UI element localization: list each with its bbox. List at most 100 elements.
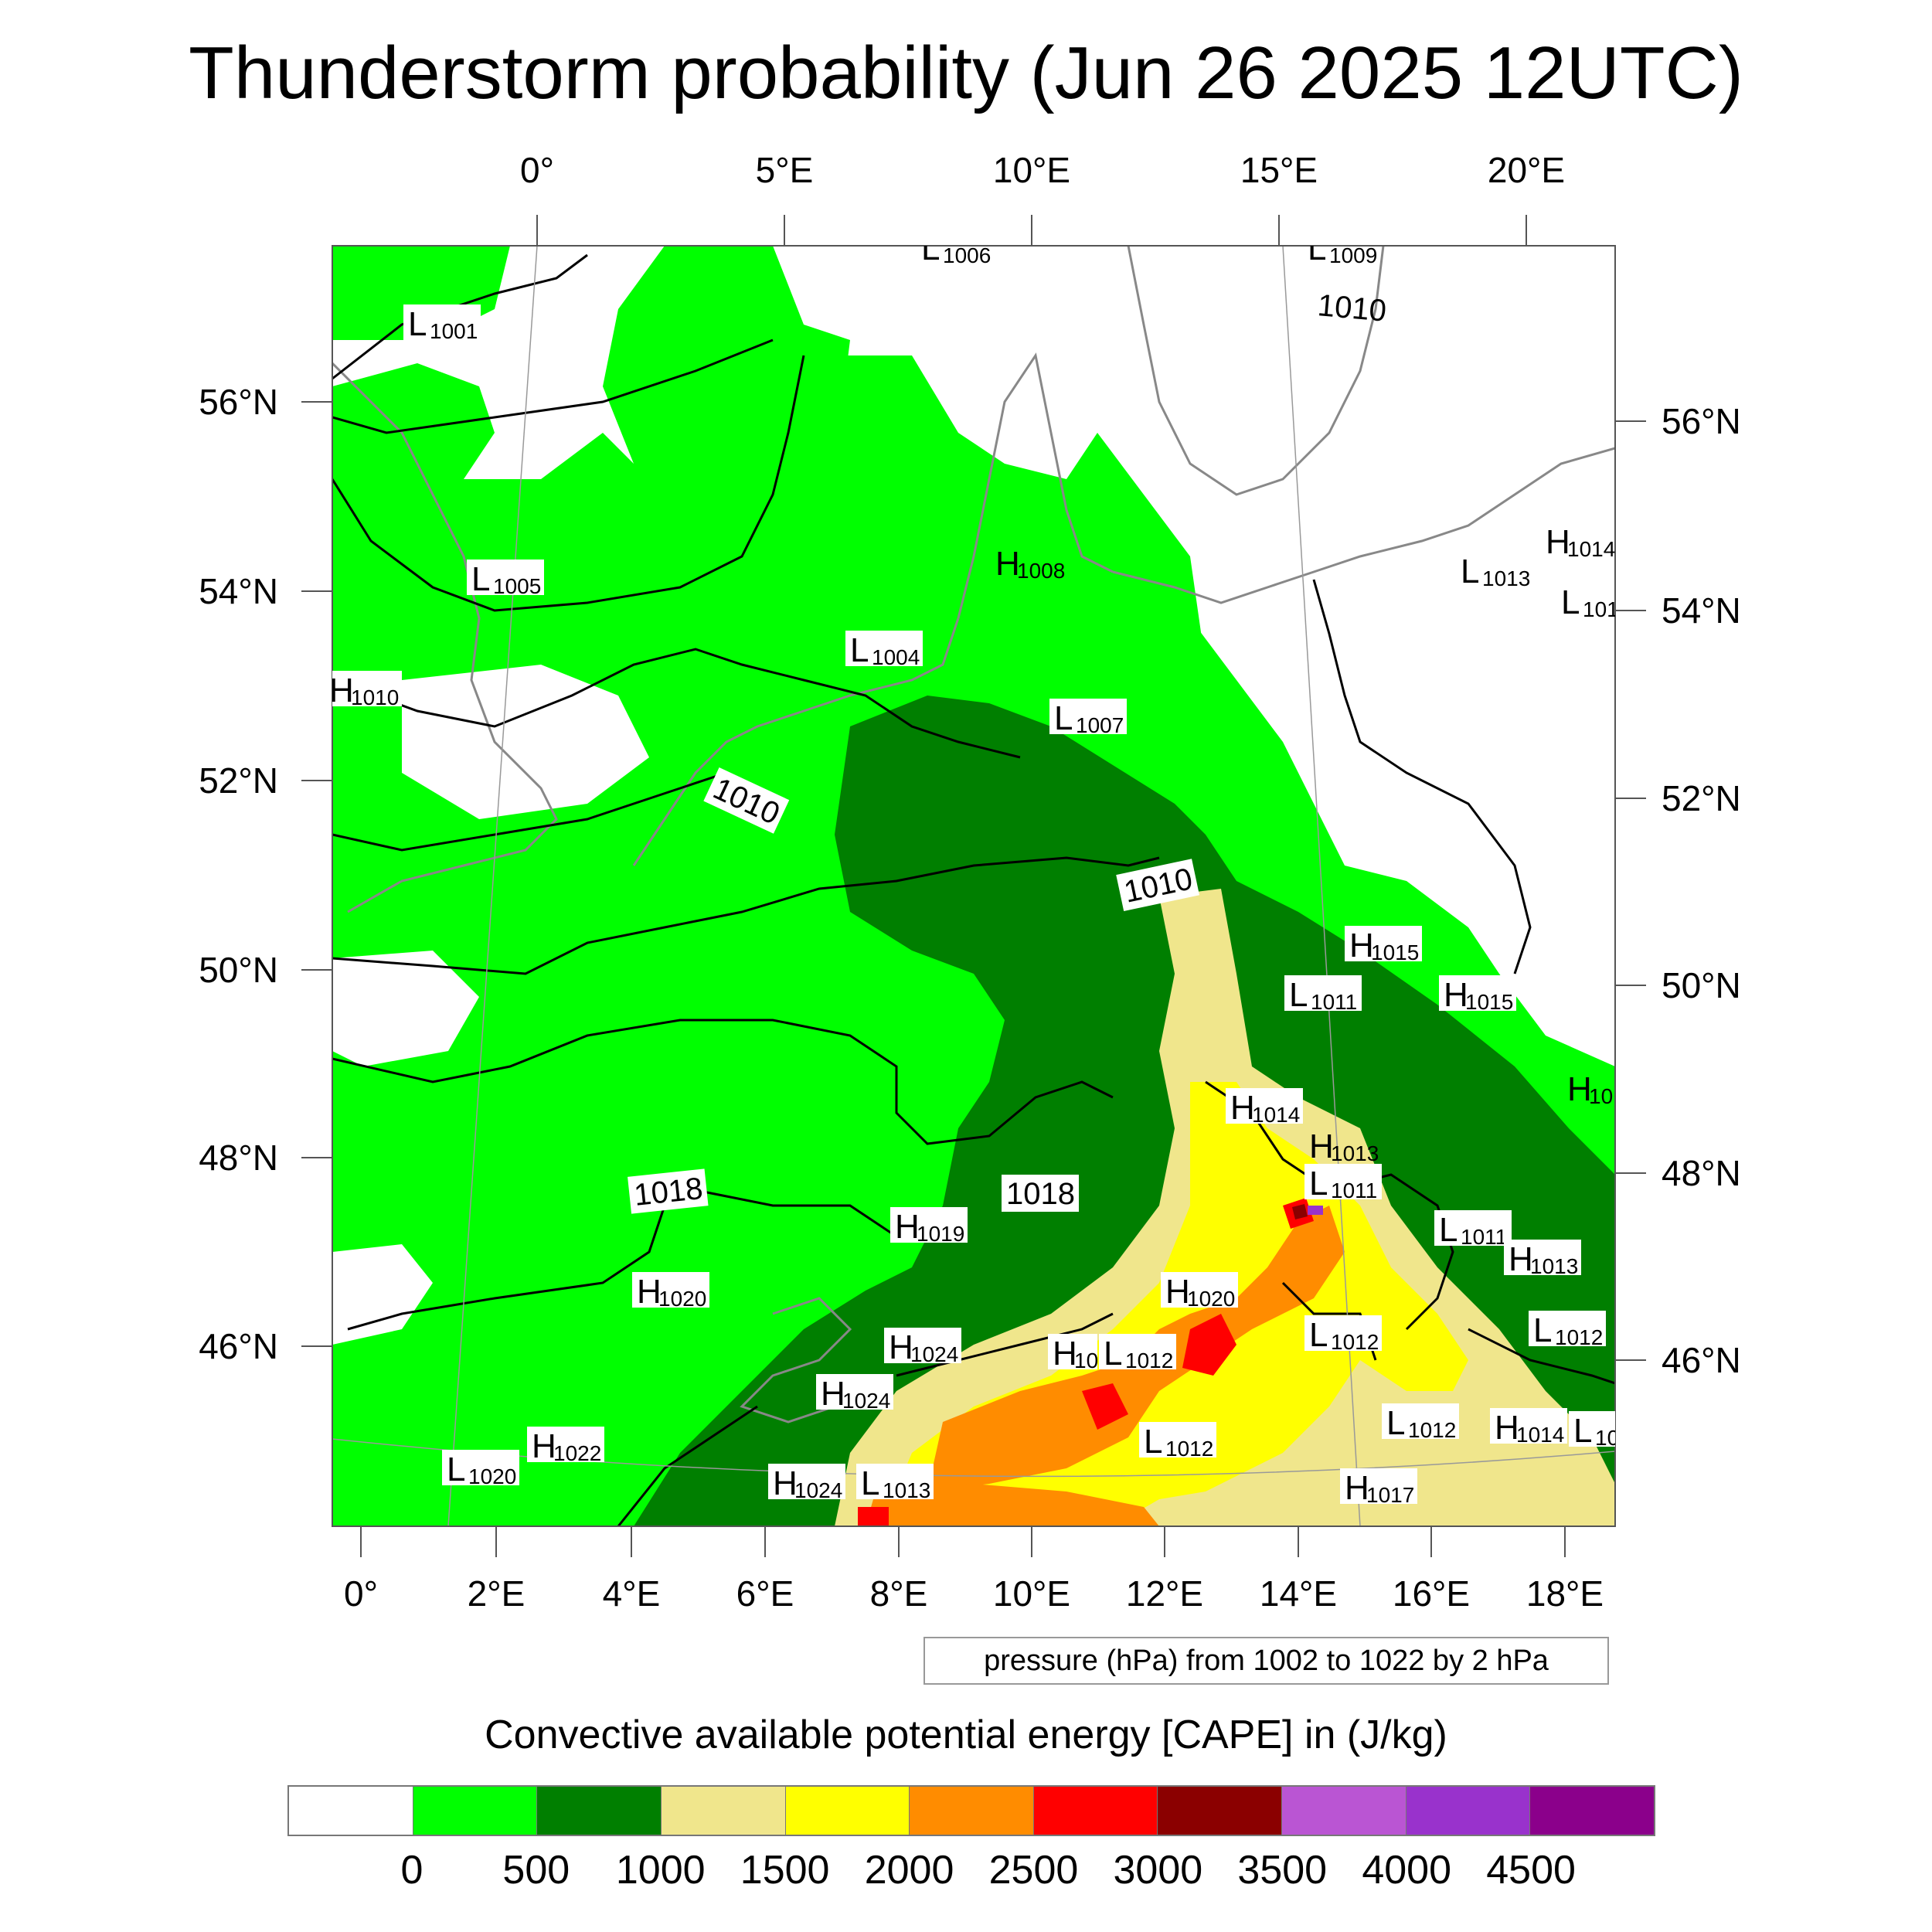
isobar-1: [332, 253, 588, 380]
coastline-alps-lakes: [740, 1297, 852, 1423]
svg-text:1024: 1024: [910, 1342, 958, 1366]
cape-region-3000-3500: [1292, 1204, 1308, 1219]
left-lat-label: 50°N: [199, 950, 278, 990]
svg-text:1020: 1020: [468, 1464, 516, 1488]
cape-region-2500-3000: [1182, 1314, 1236, 1376]
svg-text:1014: 1014: [1567, 537, 1615, 561]
top-lon-labels: 0° 5°E 10°E 15°E 20°E: [520, 150, 1565, 190]
svg-text:1012: 1012: [1408, 1418, 1456, 1442]
colorbar-box: [784, 1787, 910, 1835]
meridian-15e: [1282, 246, 1361, 1526]
svg-text:H: H: [895, 1208, 920, 1246]
colorbar-box: [909, 1787, 1033, 1835]
left-lat-label: 56°N: [199, 382, 278, 422]
parallel-45n: [332, 1438, 1615, 1478]
svg-text:1001: 1001: [430, 319, 478, 343]
bottom-lon-label: 8°E: [870, 1573, 928, 1614]
svg-text:1014: 1014: [1516, 1423, 1564, 1447]
top-lon-label: 0°: [520, 150, 554, 190]
isobar-7: [332, 1019, 1114, 1145]
bottom-lon-label: 14°E: [1260, 1573, 1337, 1614]
svg-text:L: L: [447, 1451, 465, 1488]
pressure-marker: L 1020: [442, 1450, 519, 1488]
left-lat-label: 48°N: [199, 1138, 278, 1178]
svg-text:1019: 1019: [917, 1222, 964, 1246]
coastline-sweden: [1127, 246, 1385, 496]
svg-text:L: L: [850, 631, 869, 669]
svg-text:L: L: [1054, 699, 1073, 737]
graticule: [332, 246, 1615, 1526]
cape-gap-west: [332, 951, 479, 1066]
right-lat-label: 54°N: [1662, 590, 1741, 631]
bottom-lon-label: 6°E: [736, 1573, 794, 1614]
svg-text:L: L: [1309, 1316, 1328, 1354]
svg-text:H: H: [1546, 523, 1570, 561]
coastline-denmark: [957, 352, 1114, 619]
isobar-label: 1018: [632, 1172, 704, 1213]
bottom-lon-label: 18°E: [1526, 1573, 1604, 1614]
right-lat-label: 52°N: [1662, 778, 1741, 818]
bottom-lon-label: 0°: [344, 1573, 378, 1614]
colorbar-box: [289, 1787, 413, 1835]
pressure-marker: L 1001: [403, 304, 481, 343]
pressure-marker: H10: [1048, 1334, 1098, 1372]
top-lon-label: 10°E: [993, 150, 1070, 190]
svg-text:1022: 1022: [553, 1441, 601, 1465]
svg-text:H: H: [1495, 1409, 1519, 1447]
colorbar-tick-label: 1500: [740, 1848, 830, 1893]
cape-region-0-500-center: [819, 355, 1206, 680]
svg-text:1012: 1012: [1555, 1325, 1603, 1349]
colorbar-tick-label: 3000: [1113, 1848, 1203, 1893]
pressure-marker: L 1006: [921, 246, 991, 267]
pressure-marker: L 1013: [1461, 553, 1530, 590]
svg-text:1014: 1014: [1252, 1103, 1300, 1127]
pressure-marker: L 1009: [1308, 246, 1377, 267]
colorbar-box: [1157, 1787, 1282, 1835]
isobar-2: [332, 338, 774, 434]
svg-text:10: 10: [1595, 1426, 1619, 1450]
isobar-6: [332, 856, 1160, 975]
left-lat-label: 54°N: [199, 571, 278, 611]
top-lon-label: 15°E: [1240, 150, 1318, 190]
pressure-marker: L 1011: [1304, 1164, 1382, 1202]
colorbar-tick-label: 4000: [1362, 1848, 1452, 1893]
pressure-note: pressure (hPa) from 1002 to 1022 by 2 hP…: [923, 1637, 1609, 1685]
left-lat-label: 52°N: [199, 760, 278, 801]
isobar-14: [1312, 579, 1532, 975]
coastlines: [332, 246, 1615, 1423]
colorbar-tick-label: 2500: [988, 1848, 1079, 1893]
isobar-12: [1468, 1328, 1615, 1385]
isobar-labels: 1010 1010 1010 1018 1018: [628, 288, 1388, 1214]
coastline-britain: [332, 362, 558, 913]
svg-text:1015: 1015: [1371, 940, 1419, 964]
coastline-baltic: [1112, 447, 1615, 604]
top-lon-label: 20°E: [1488, 150, 1565, 190]
colorbar-box: [1405, 1787, 1530, 1835]
isobar-4: [332, 648, 1021, 759]
svg-text:H: H: [1053, 1335, 1077, 1372]
svg-text:1010: 1010: [351, 685, 399, 709]
svg-text:H: H: [1509, 1240, 1533, 1278]
colorbar-box: [660, 1787, 785, 1835]
right-lat-label: 56°N: [1662, 401, 1741, 441]
svg-text:1011: 1011: [1331, 1179, 1377, 1202]
svg-text:L: L: [1461, 553, 1479, 590]
svg-text:H: H: [1230, 1089, 1255, 1127]
svg-text:1020: 1020: [658, 1287, 706, 1311]
svg-text:L: L: [1104, 1335, 1122, 1372]
svg-text:L: L: [1289, 976, 1308, 1014]
tick-marks: [301, 215, 1646, 1557]
bottom-lon-label: 10°E: [993, 1573, 1070, 1614]
svg-text:H: H: [995, 545, 1020, 583]
cape-region-2500-3000-sw: [858, 1507, 889, 1526]
